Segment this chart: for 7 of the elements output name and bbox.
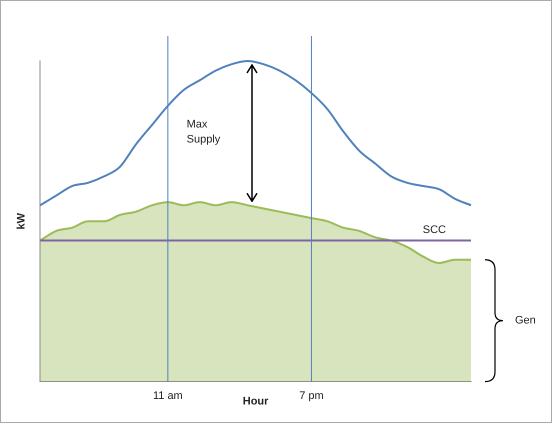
- x-tick-label: 11 am: [152, 390, 183, 402]
- x-axis-title: Hour: [242, 395, 270, 408]
- annotation: Max Supply: [186, 118, 221, 146]
- x-tick-label: 7 pm: [299, 390, 324, 402]
- ref-line-label: SCC: [422, 224, 446, 236]
- y-axis-title: kW: [16, 212, 28, 230]
- text: Gen: [515, 314, 536, 327]
